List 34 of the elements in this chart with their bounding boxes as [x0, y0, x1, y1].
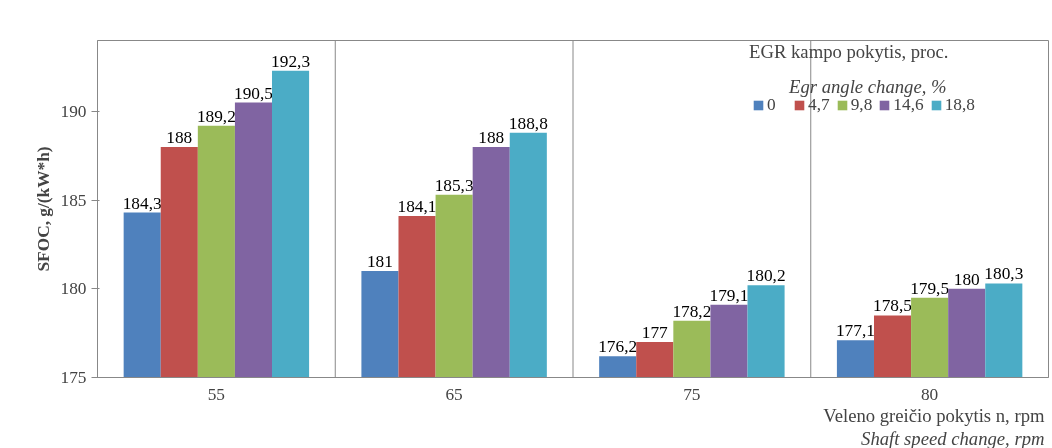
data-label: 192,3	[271, 51, 311, 71]
legend-label: 9,8	[850, 95, 873, 115]
data-label: 185,3	[434, 175, 474, 195]
data-label: 190,5	[233, 83, 273, 103]
data-label: 177	[641, 323, 669, 343]
data-label: 180,2	[746, 266, 786, 286]
y-tick-label: 180	[60, 279, 87, 299]
data-label: 180,3	[984, 264, 1024, 284]
data-label: 178,2	[672, 301, 712, 321]
y-tick-label: 190	[60, 101, 87, 121]
data-label: 184,1	[397, 197, 437, 217]
x-axis-title: Veleno greičio pokytis n, rpm Shaft speed change, rpm	[823, 404, 1045, 448]
y-tick-label: 185	[60, 190, 87, 210]
y-axis-title: SFOC, g/(kW*h)	[33, 146, 53, 272]
legend-label: 0	[767, 95, 777, 115]
data-label: 181	[366, 252, 393, 272]
data-label: 177,1	[835, 321, 875, 341]
x-tick-label: 65	[445, 384, 463, 404]
y-tick-label: 175	[60, 368, 87, 387]
data-label: 180	[953, 269, 980, 289]
data-label: 188	[166, 127, 193, 147]
data-label: 189,2	[196, 106, 236, 126]
data-label: 179,5	[910, 278, 950, 298]
legend-label: 18,8	[944, 95, 975, 115]
data-label: 188,8	[508, 113, 548, 133]
data-label: 188	[478, 127, 505, 147]
legend-label: 4,7	[808, 95, 830, 115]
data-label: 179,1	[709, 285, 749, 305]
data-label: 184,3	[122, 193, 162, 213]
data-label: 176,2	[598, 337, 638, 357]
legend-title: EGR kampo pokytis, proc. Egr angle change, %	[749, 40, 949, 98]
x-tick-label: 75	[683, 384, 701, 404]
x-tick-label: 55	[207, 384, 226, 404]
x-tick-label: 80	[920, 384, 939, 404]
